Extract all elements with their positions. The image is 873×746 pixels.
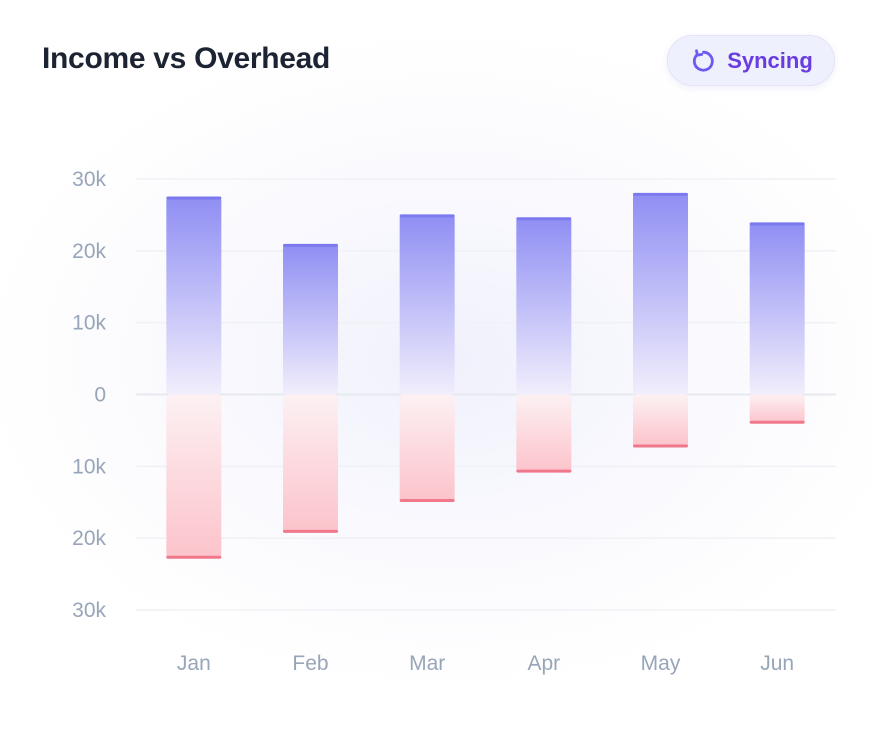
x-tick-label: May: [641, 652, 681, 675]
income-bar: [399, 214, 455, 395]
sync-status-label: Syncing: [727, 47, 813, 73]
chart-title: Income vs Overhead: [42, 42, 331, 75]
x-tick-label: Jan: [177, 652, 211, 675]
y-axis: 30k 20k 10k 0 10k 20k 30k: [72, 168, 106, 622]
income-bar: [166, 196, 222, 395]
overhead-bar-cap: [166, 555, 222, 559]
refresh-icon: [689, 48, 715, 74]
income-bar-cap: [633, 192, 688, 196]
y-tick-label: 30k: [72, 168, 106, 191]
overhead-bar-cap: [633, 444, 688, 448]
overhead-bar-cap: [749, 420, 805, 424]
y-tick-label: 20k: [72, 527, 106, 550]
overhead-bar-cap: [516, 469, 572, 473]
y-tick-label: 10k: [72, 455, 106, 478]
overhead-bar-cap: [399, 499, 455, 503]
y-tick-label: 20k: [72, 240, 106, 263]
income-bar: [633, 193, 688, 395]
income-bar-cap: [749, 222, 805, 226]
x-tick-label: Apr: [527, 652, 560, 675]
x-tick-label: Feb: [292, 652, 328, 675]
income-bar: [516, 217, 572, 395]
bars: [166, 192, 805, 559]
income-bar: [283, 244, 338, 395]
overhead-bar: [516, 394, 572, 473]
overhead-bar: [283, 394, 338, 533]
income-bar-cap: [166, 196, 222, 200]
y-tick-label: 30k: [72, 599, 106, 622]
overhead-bar: [399, 394, 455, 502]
sync-status-button[interactable]: Syncing: [667, 35, 835, 86]
income-bar: [749, 222, 805, 395]
income-bar-cap: [399, 214, 455, 218]
overhead-bar-cap: [283, 529, 338, 533]
x-tick-label: Jun: [760, 652, 794, 675]
overhead-bar: [749, 394, 805, 424]
y-tick-label: 10k: [72, 312, 106, 335]
income-bar-cap: [516, 217, 572, 221]
grid-lines: [136, 178, 836, 611]
overhead-bar: [166, 394, 222, 559]
x-tick-label: Mar: [409, 652, 445, 675]
y-tick-label: 0: [94, 384, 106, 407]
income-bar-cap: [283, 243, 338, 247]
x-axis: Jan Feb Mar Apr May Jun: [177, 652, 794, 675]
overhead-bar: [633, 394, 688, 447]
